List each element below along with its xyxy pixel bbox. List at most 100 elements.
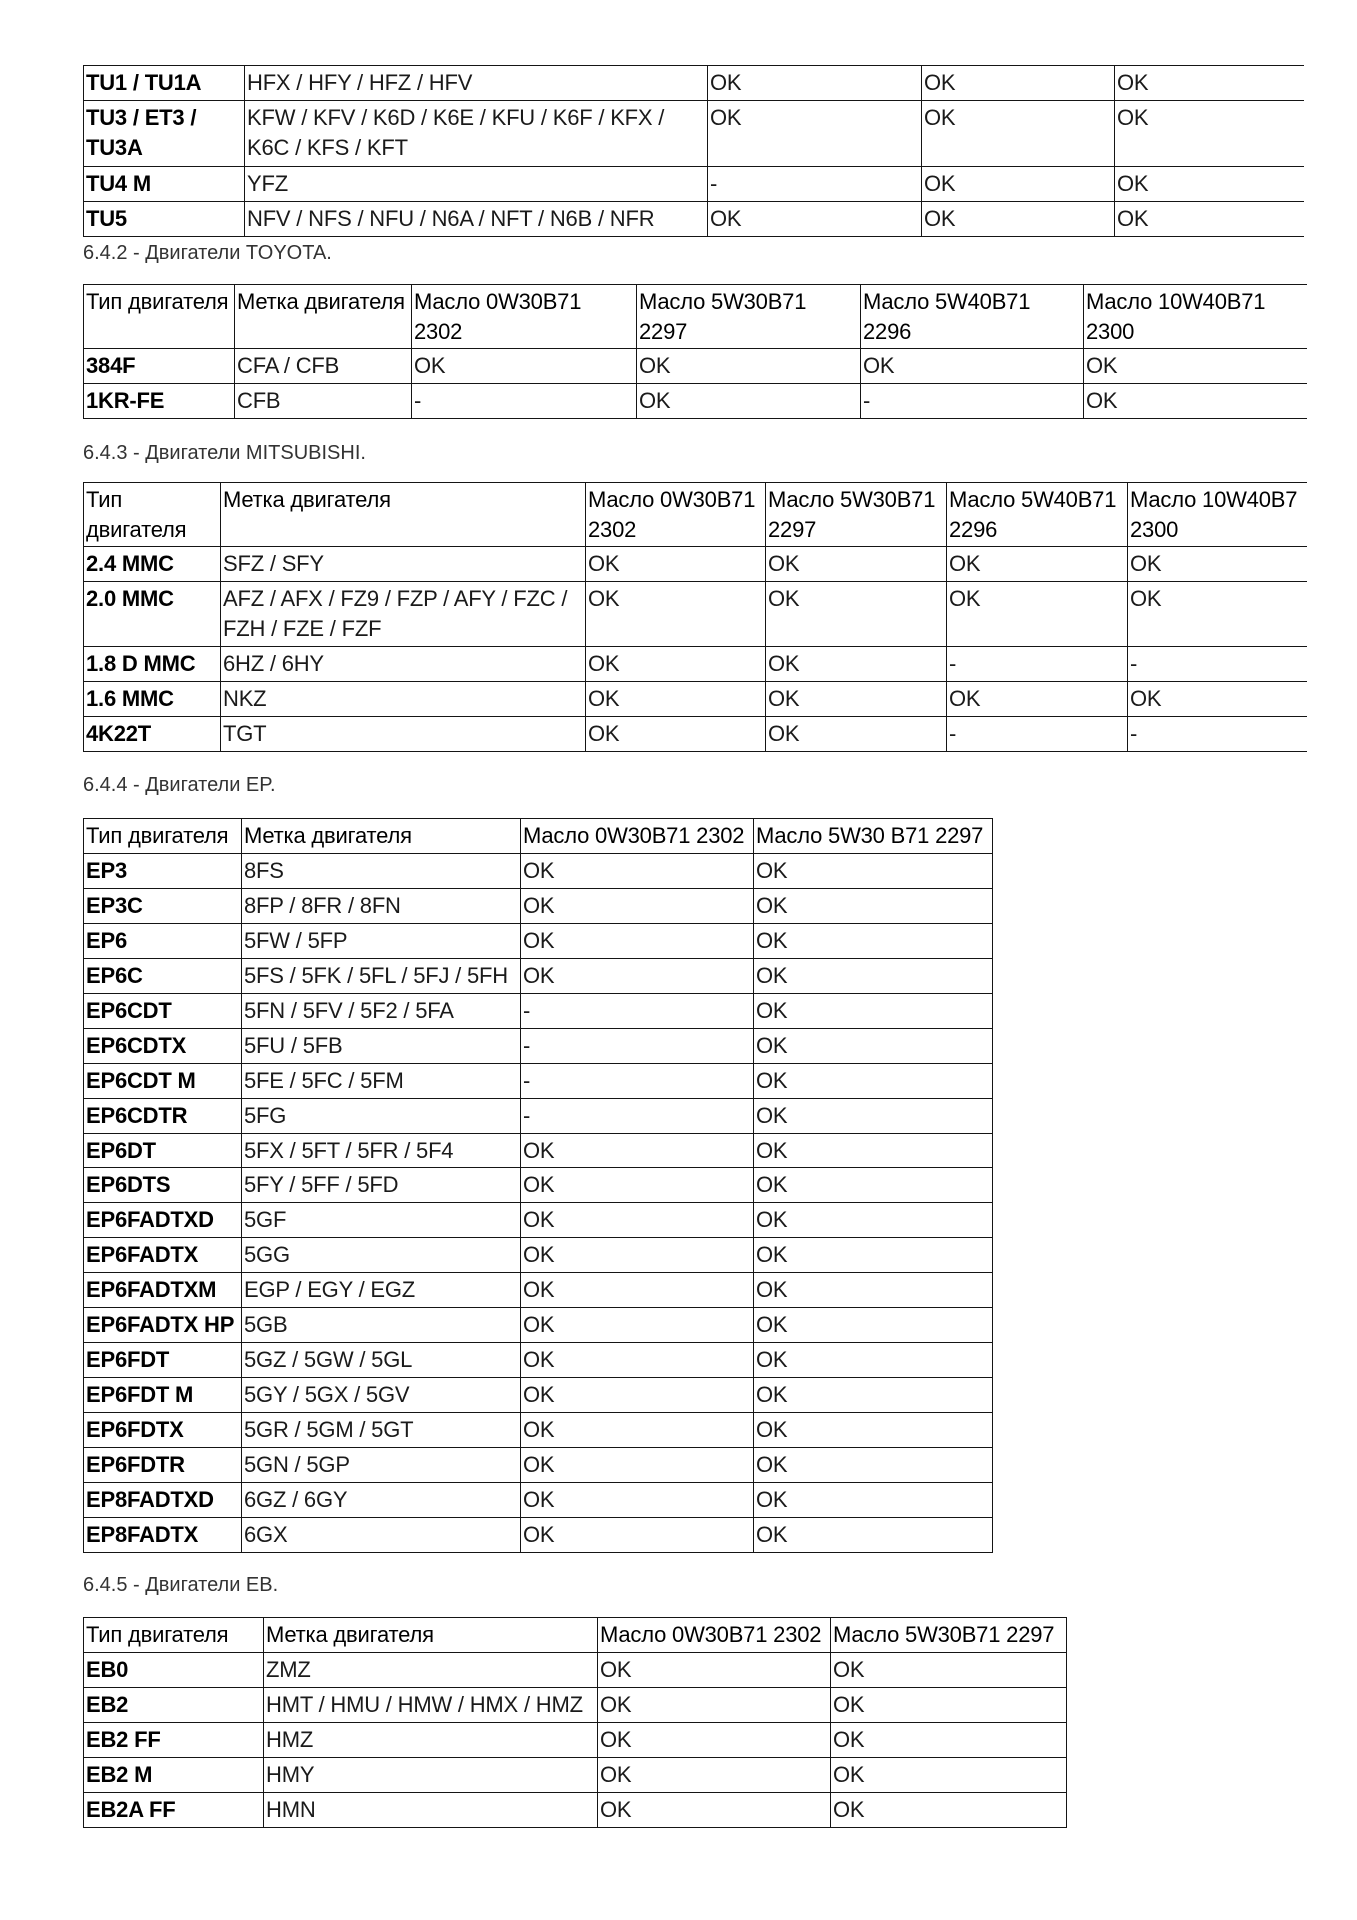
engine-type-cell: EB2 (83, 1687, 264, 1723)
oil-compat-cell: OK (636, 383, 861, 419)
oil-compat-cell: - (520, 1062, 754, 1099)
oil-compat-cell: OK (707, 201, 922, 237)
engine-type-cell: EP6CDT M (83, 1062, 242, 1099)
oil-compat-cell: OK (921, 166, 1115, 202)
engine-type-cell: EP6FADTX (83, 1237, 242, 1274)
table-row: EP6CDT 5FN / 5FV / 5F2 / 5FA - OK (83, 992, 993, 1029)
engine-code-cell: NKZ (220, 681, 586, 717)
oil-compat-cell: OK (753, 1202, 993, 1239)
engine-code-cell: AFZ / AFX / FZ9 / FZP / AFY / FZC / FZH … (220, 581, 586, 647)
engine-oil-table-mitsubishi: Тип двигателя Метка двигателя Масло 0W30B7… (83, 482, 1307, 752)
oil-compat-cell: OK (520, 853, 754, 889)
column-header: Масло 5W40B71 2296 (860, 284, 1084, 349)
oil-compat-cell: OK (765, 581, 947, 647)
engine-code-cell: KFW / KFV / K6D / K6E / KFU / K6F / KFX … (244, 100, 708, 167)
oil-compat-cell: OK (946, 581, 1128, 647)
oil-compat-cell: OK (585, 681, 766, 717)
column-header: Масло 5W40B71 2296 (946, 482, 1128, 547)
engine-type-cell: EP6C (83, 957, 242, 994)
table-row: EP6FDTR 5GN / 5GP OK OK (83, 1446, 993, 1483)
table-row: 384F CFA / CFB OK OK OK OK (83, 348, 1307, 384)
table-row: 2.4 MMC SFZ / SFY OK OK OK OK (83, 546, 1307, 582)
column-header: Масло 5W30B71 2297 (636, 284, 861, 349)
engine-code-cell: 5GZ / 5GW / 5GL (241, 1342, 521, 1379)
table-row: TU4 M YFZ - OK OK (83, 166, 1304, 202)
engine-code-cell: YFZ (244, 166, 708, 202)
oil-compat-cell: OK (1114, 100, 1304, 167)
section-title-mitsubishi: 6.4.3 - Двигатели MITSUBISHI. (83, 442, 366, 464)
oil-compat-cell: OK (1114, 65, 1304, 101)
oil-compat-cell: - (707, 166, 922, 202)
engine-type-cell: EP3C (83, 887, 242, 924)
section-title-toyota: 6.4.2 - Двигатели TOYOTA. (83, 242, 332, 264)
oil-compat-cell: OK (921, 100, 1115, 167)
table-container-tu: TU1 / TU1A HFX / HFY / HFZ / HFV OK OK OK TU3… (83, 65, 1307, 237)
table-header-row: Тип двигателя Метка двигателя Масло 0W30B7… (83, 482, 1307, 547)
column-header: Тип двигателя (83, 284, 235, 349)
table-header-row: Тип двигателя Метка двигателя Масло 0W30B7… (83, 818, 993, 854)
oil-compat-cell: OK (753, 1481, 993, 1518)
table-header-row: Тип двигателя Метка двигателя Масло 0W30B7… (83, 284, 1307, 349)
engine-type-cell: TU4 M (83, 166, 245, 202)
column-header: Масло 0W30B71 2302 (520, 818, 754, 854)
section-title-ep: 6.4.4 - Двигатели EP. (83, 774, 276, 796)
oil-compat-cell: OK (1083, 348, 1307, 384)
engine-code-cell: HMZ (263, 1722, 598, 1758)
table-row: EP6 5FW / 5FP OK OK (83, 922, 993, 959)
engine-code-cell: CFA / CFB (234, 348, 412, 384)
oil-compat-cell: OK (520, 1307, 754, 1344)
oil-compat-cell: OK (753, 1097, 993, 1134)
oil-compat-cell: OK (753, 922, 993, 959)
oil-compat-cell: - (946, 716, 1128, 752)
oil-compat-cell: OK (520, 1132, 754, 1169)
table-row: TU3 / ET3 / TU3A KFW / KFV / K6D / K6E / … (83, 100, 1304, 167)
engine-code-cell: ZMZ (263, 1652, 598, 1688)
engine-type-cell: EP6FDTX (83, 1412, 242, 1448)
oil-compat-cell: OK (597, 1652, 831, 1688)
oil-compat-cell: OK (520, 1237, 754, 1274)
engine-type-cell: EP3 (83, 853, 242, 889)
table-row: 1.8 D MMC 6HZ / 6HY OK OK - - (83, 646, 1307, 682)
oil-compat-cell: OK (520, 957, 754, 994)
oil-compat-cell: OK (636, 348, 861, 384)
table-row: EP6CDTX 5FU / 5FB - OK (83, 1027, 993, 1064)
column-header: Метка двигателя (263, 1617, 598, 1653)
oil-compat-cell: - (520, 992, 754, 1029)
engine-code-cell: 5FY / 5FF / 5FD (241, 1167, 521, 1204)
table-row: EB2A FF HMN OK OK (83, 1792, 1067, 1828)
oil-compat-cell: OK (753, 1237, 993, 1274)
column-header: Масло 0W30B71 2302 (585, 482, 766, 547)
column-header: Масло 5W30 B71 2297 (753, 818, 993, 854)
oil-compat-cell: OK (753, 887, 993, 924)
engine-code-cell: HMY (263, 1757, 598, 1793)
oil-compat-cell: OK (585, 646, 766, 682)
table-row: EP6FADTXD 5GF OK OK (83, 1202, 993, 1239)
oil-compat-cell: OK (597, 1757, 831, 1793)
oil-compat-cell: OK (946, 681, 1128, 717)
engine-code-cell: 5GB (241, 1307, 521, 1344)
oil-compat-cell: OK (520, 1446, 754, 1483)
oil-compat-cell: OK (753, 1516, 993, 1553)
table-row: 1.6 MMC NKZ OK OK OK OK (83, 681, 1307, 717)
oil-compat-cell: OK (860, 348, 1084, 384)
table-row: 4K22T TGT OK OK - - (83, 716, 1307, 752)
column-header: Тип двигателя (83, 482, 221, 547)
column-header: Метка двигателя (220, 482, 586, 547)
oil-compat-cell: OK (411, 348, 637, 384)
table-row: EB2 FF HMZ OK OK (83, 1722, 1067, 1758)
table-row: EP6CDT M 5FE / 5FC / 5FM - OK (83, 1062, 993, 1099)
oil-compat-cell: OK (585, 546, 766, 582)
oil-compat-cell: OK (753, 1027, 993, 1064)
engine-type-cell: EP6FDTR (83, 1446, 242, 1483)
oil-compat-cell: OK (753, 1167, 993, 1204)
engine-code-cell: 6HZ / 6HY (220, 646, 586, 682)
column-header: Масло 5W30B71 2297 (765, 482, 947, 547)
engine-code-cell: 5FW / 5FP (241, 922, 521, 959)
oil-compat-cell: OK (520, 1272, 754, 1309)
oil-compat-cell: OK (520, 922, 754, 959)
engine-type-cell: 1.8 D MMC (83, 646, 221, 682)
table-row: 1KR-FE CFB - OK - OK (83, 383, 1307, 419)
oil-compat-cell: OK (753, 992, 993, 1029)
engine-type-cell: 384F (83, 348, 235, 384)
table-row: EP6FDT M 5GY / 5GX / 5GV OK OK (83, 1377, 993, 1413)
